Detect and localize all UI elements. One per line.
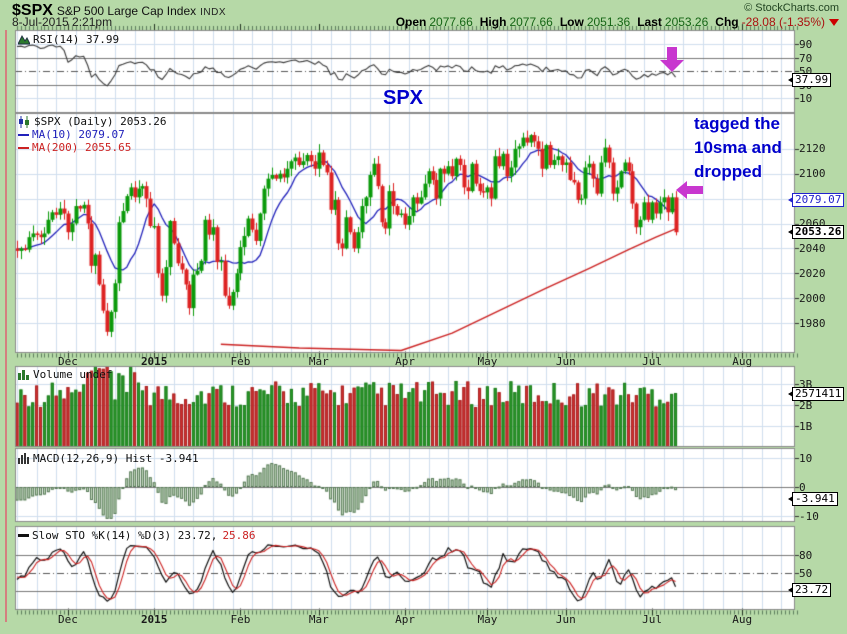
datetime: 8-Jul-2015 2:21pm bbox=[12, 15, 113, 29]
rsi-value-box: 37.99 bbox=[787, 72, 832, 87]
axis-tick-label: 10 bbox=[799, 452, 813, 465]
month-label: Mar bbox=[308, 613, 329, 626]
month-label: Jun bbox=[555, 613, 576, 626]
macd-legend: MACD(12,26,9) Hist -3.941 bbox=[18, 452, 199, 465]
ma10-value-box: 2079.07 bbox=[787, 193, 845, 207]
sto-value-box: 23.72 bbox=[787, 582, 832, 597]
month-label: Apr bbox=[395, 613, 416, 626]
month-label: May bbox=[477, 355, 498, 368]
indicator-icon bbox=[18, 34, 30, 45]
ma10-legend: MA(10) 2079.07 bbox=[18, 128, 125, 141]
index-name: S&P 500 Large Cap Index bbox=[56, 4, 197, 18]
axis-tick-label: 1B bbox=[799, 420, 813, 433]
last-label: Last bbox=[637, 15, 662, 29]
sto-legend-text: Slow STO %K(14) %D(3) 23.72, bbox=[32, 529, 218, 542]
axis-tick-label: 90 bbox=[799, 38, 813, 51]
open-label: Open bbox=[395, 15, 427, 29]
chg-label: Chg bbox=[715, 15, 739, 29]
volume-legend: Volume undef bbox=[18, 368, 112, 381]
month-label: Jun bbox=[555, 355, 576, 368]
month-label: May bbox=[477, 613, 498, 626]
chart-header: $SPX S&P 500 Large Cap Index INDX © StockC… bbox=[12, 2, 839, 20]
axis-tick-label: -10 bbox=[799, 510, 819, 523]
axis-tick-label: 2000 bbox=[799, 291, 826, 305]
sto-legend: Slow STO %K(14) %D(3) 23.72, 25.86 bbox=[18, 529, 256, 542]
axis-tick-label: 80 bbox=[799, 549, 813, 562]
high-value: 2077.66 bbox=[509, 15, 553, 29]
month-label: Feb bbox=[230, 355, 251, 368]
bar-chart-icon bbox=[18, 370, 29, 380]
axis-tick-label: 50 bbox=[799, 567, 813, 580]
volume-legend-text: Volume undef bbox=[33, 368, 113, 381]
axis-tick-label: 2B bbox=[799, 399, 813, 412]
axis-tick-label: 0 bbox=[799, 481, 806, 494]
magenta-left-arrow-icon bbox=[676, 181, 704, 199]
month-label: Jul bbox=[642, 613, 662, 626]
ma200-legend-text: MA(200) 2055.65 bbox=[32, 141, 132, 154]
low-value: 2051.36 bbox=[586, 15, 631, 29]
magenta-down-arrow-icon bbox=[660, 47, 684, 72]
last-value: 2053.26 bbox=[664, 15, 709, 29]
low-label: Low bbox=[559, 15, 584, 29]
high-label: High bbox=[479, 15, 507, 29]
axis-tick-label: 70 bbox=[799, 51, 813, 65]
quote-strip: Open 2077.66 High 2077.66 Low 2051.36 Last 2053… bbox=[389, 15, 839, 29]
month-label: Aug bbox=[732, 613, 753, 626]
open-value: 2077.66 bbox=[429, 15, 473, 29]
sto-swatch-icon bbox=[18, 534, 29, 537]
volume-value-box: 2571411 bbox=[787, 387, 845, 401]
spx-annotation: SPX bbox=[383, 87, 424, 109]
exchange: INDX bbox=[200, 7, 227, 18]
month-label: Apr bbox=[395, 355, 416, 368]
ma200-swatch-icon bbox=[18, 146, 29, 149]
axis-tick-label: 2040 bbox=[799, 241, 826, 255]
copyright: © StockCharts.com bbox=[744, 2, 839, 14]
price-legend-text: $SPX (Daily) 2053.26 bbox=[34, 115, 167, 128]
price-legend: $SPX (Daily) 2053.26 bbox=[18, 115, 166, 128]
sto-d-value: 25.86 bbox=[222, 529, 256, 542]
month-label: Mar bbox=[308, 355, 329, 368]
month-label: Dec bbox=[58, 613, 78, 626]
month-label: Aug bbox=[732, 355, 753, 368]
macd-value-box: -3.941 bbox=[788, 492, 838, 506]
axis-tick-label: 2100 bbox=[799, 167, 826, 181]
month-label: Dec bbox=[58, 355, 78, 368]
chg-value: -28.08 (-1.35%) bbox=[741, 15, 825, 29]
symbol: $SPX bbox=[12, 2, 53, 19]
axis-tick-label: 10 bbox=[799, 92, 813, 105]
macd-legend-text: MACD(12,26,9) Hist -3.941 bbox=[33, 452, 199, 465]
left-border-line bbox=[5, 30, 7, 622]
ma10-swatch-icon bbox=[18, 133, 29, 136]
axis-tick-label: 2120 bbox=[799, 142, 826, 156]
month-label: Feb bbox=[230, 613, 251, 626]
axis-tick-label: 1980 bbox=[799, 316, 826, 330]
ma10-legend-text: MA(10) 2079.07 bbox=[32, 128, 125, 141]
rsi-legend: RSI(14) 37.99 bbox=[18, 33, 119, 46]
month-label: 2015 bbox=[140, 355, 168, 368]
month-label: Jul bbox=[642, 355, 662, 368]
change-down-icon bbox=[829, 19, 839, 26]
last-price-box: 2053.26 bbox=[787, 225, 845, 239]
month-label: 2015 bbox=[140, 613, 168, 626]
candlestick-icon bbox=[19, 115, 29, 128]
histogram-icon bbox=[18, 453, 29, 464]
axis-tick-label: 2020 bbox=[799, 266, 826, 280]
tagged-10sma-annotation: tagged the 10sma and dropped bbox=[694, 114, 782, 181]
quote-bar: 8-Jul-2015 2:21pm Open 2077.66 High 2077.66… bbox=[12, 15, 839, 29]
ma200-legend: MA(200) 2055.65 bbox=[18, 141, 131, 154]
rsi-legend-text: RSI(14) 37.99 bbox=[33, 33, 120, 46]
